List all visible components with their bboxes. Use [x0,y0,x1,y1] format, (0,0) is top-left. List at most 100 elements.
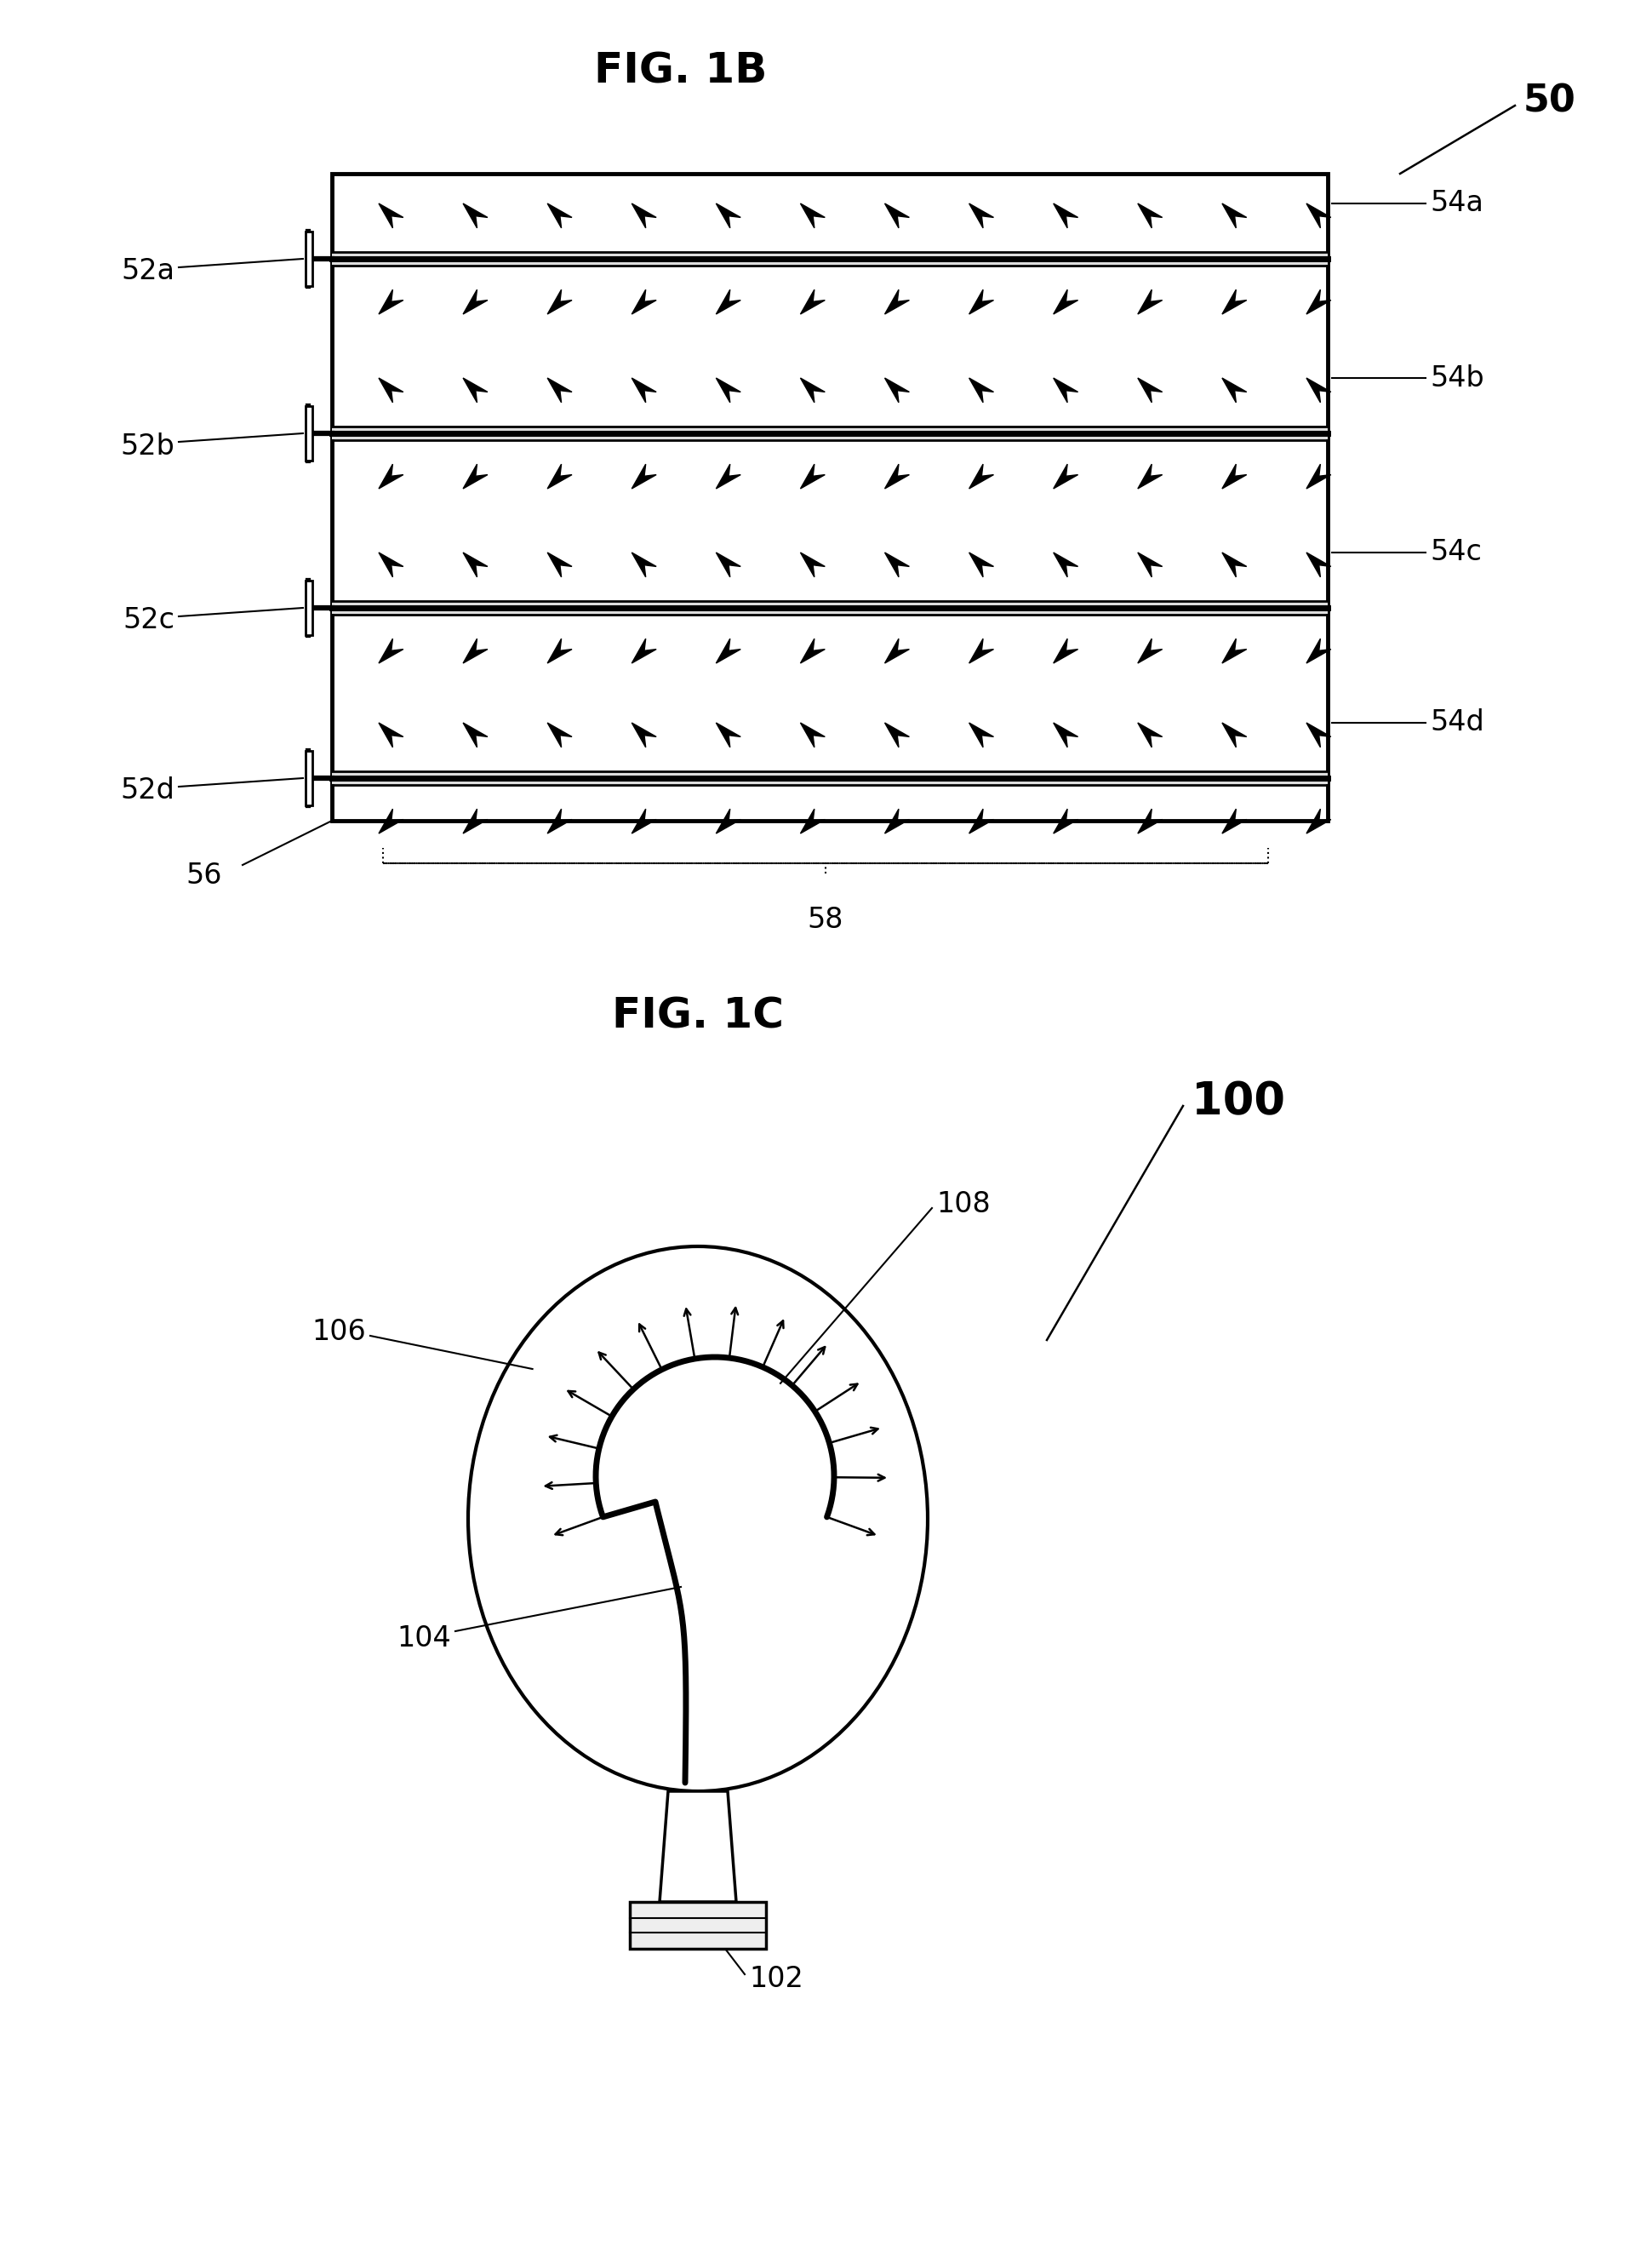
Polygon shape [715,465,740,488]
Polygon shape [1222,640,1246,662]
Polygon shape [378,553,402,576]
Polygon shape [1052,290,1077,315]
Polygon shape [463,553,487,576]
Polygon shape [715,640,740,662]
Polygon shape [1222,290,1246,315]
Polygon shape [547,640,572,662]
Polygon shape [547,204,572,229]
Polygon shape [632,290,656,315]
Text: 54b: 54b [1429,363,1484,392]
Polygon shape [885,204,909,229]
Polygon shape [1222,465,1246,488]
Polygon shape [969,723,994,748]
Polygon shape [1052,810,1077,832]
Polygon shape [1052,640,1077,662]
Text: 108: 108 [935,1191,990,1218]
Polygon shape [969,640,994,662]
Polygon shape [1306,810,1331,832]
Polygon shape [547,810,572,832]
Text: 58: 58 [806,905,844,934]
Text: 100: 100 [1191,1080,1285,1123]
Bar [332,601,1328,615]
Polygon shape [969,553,994,576]
Polygon shape [632,379,656,401]
Bar [305,231,313,286]
Text: FIG. 1C: FIG. 1C [611,996,784,1036]
Text: 54a: 54a [1429,191,1482,218]
Polygon shape [885,465,909,488]
Polygon shape [1222,379,1246,401]
Polygon shape [1222,810,1246,832]
Polygon shape [800,640,824,662]
Polygon shape [1052,553,1077,576]
Polygon shape [885,723,909,748]
Polygon shape [660,1792,736,1903]
Text: 50: 50 [1523,84,1575,120]
Text: 52d: 52d [121,778,174,805]
Bar [332,771,1328,785]
Polygon shape [632,465,656,488]
Polygon shape [378,290,402,315]
Polygon shape [1306,640,1331,662]
Polygon shape [715,290,740,315]
Polygon shape [1306,465,1331,488]
Bar [629,1903,766,1948]
Polygon shape [1222,553,1246,576]
Bar [332,252,1328,265]
Polygon shape [1306,379,1331,401]
Polygon shape [632,640,656,662]
Polygon shape [969,465,994,488]
Polygon shape [885,553,909,576]
Polygon shape [547,465,572,488]
Text: 52a: 52a [121,259,174,286]
Polygon shape [463,810,487,832]
Polygon shape [547,379,572,401]
Polygon shape [885,640,909,662]
Polygon shape [378,810,402,832]
Polygon shape [1137,465,1161,488]
Polygon shape [378,204,402,229]
Polygon shape [463,290,487,315]
Ellipse shape [468,1247,927,1792]
Polygon shape [800,723,824,748]
Polygon shape [632,810,656,832]
Polygon shape [969,290,994,315]
Polygon shape [463,379,487,401]
Text: 54c: 54c [1429,538,1481,567]
Polygon shape [1306,723,1331,748]
Polygon shape [885,379,909,401]
Polygon shape [1137,723,1161,748]
Text: 106: 106 [311,1318,367,1345]
Polygon shape [969,810,994,832]
Polygon shape [1052,204,1077,229]
Polygon shape [378,465,402,488]
Text: FIG. 1B: FIG. 1B [595,52,767,93]
Polygon shape [1137,553,1161,576]
Polygon shape [969,204,994,229]
Polygon shape [800,465,824,488]
Polygon shape [1222,204,1246,229]
Polygon shape [1137,204,1161,229]
Polygon shape [1052,723,1077,748]
Polygon shape [378,723,402,748]
Polygon shape [1052,379,1077,401]
Polygon shape [715,810,740,832]
Polygon shape [1137,379,1161,401]
Polygon shape [715,379,740,401]
Polygon shape [800,290,824,315]
Polygon shape [1137,290,1161,315]
Polygon shape [715,553,740,576]
Polygon shape [800,553,824,576]
Polygon shape [1306,553,1331,576]
Polygon shape [715,204,740,229]
Polygon shape [463,640,487,662]
Polygon shape [463,204,487,229]
Polygon shape [463,723,487,748]
Polygon shape [800,379,824,401]
Bar [305,406,313,460]
Polygon shape [378,379,402,401]
Polygon shape [1137,640,1161,662]
Polygon shape [969,379,994,401]
Polygon shape [715,723,740,748]
Bar [305,751,313,805]
